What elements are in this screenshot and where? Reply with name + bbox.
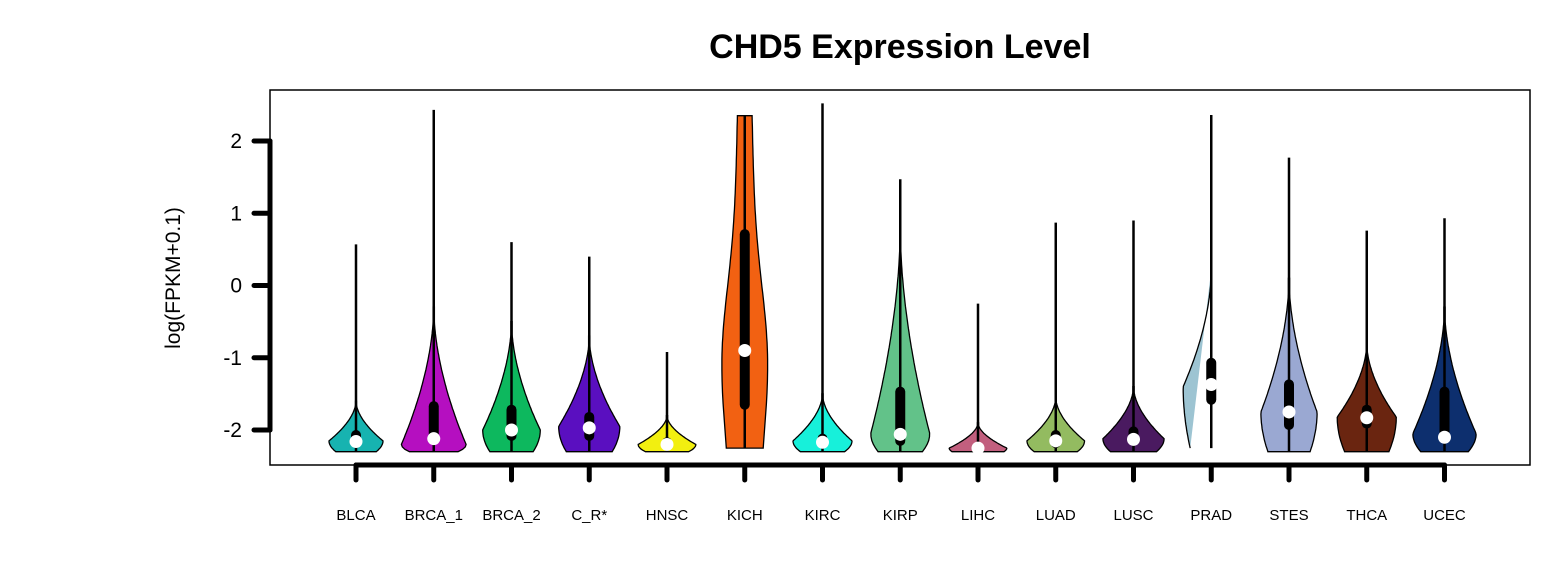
x-tick-label: LUAD (1036, 507, 1076, 524)
violin-brca-1 (400, 109, 467, 453)
x-tick-label: THCA (1346, 507, 1387, 524)
x-tick-label: LUSC (1113, 507, 1153, 524)
x-tick-label: UCEC (1423, 507, 1466, 524)
violin-kirc (792, 103, 853, 453)
violin-median-point (505, 423, 518, 437)
x-tick-label: PRAD (1190, 507, 1232, 524)
violin-hnsc (637, 351, 697, 453)
x-tick-label: BLCA (336, 507, 375, 524)
violin-median-point (816, 435, 829, 449)
violin-iqr-box (739, 229, 750, 410)
violin-kich (721, 115, 769, 449)
violin-lusc (1102, 220, 1165, 453)
x-tick-label: BRCA_1 (405, 507, 463, 524)
x-tick-label: KICH (727, 507, 763, 524)
violin-prad (1182, 114, 1218, 449)
violin-median-point (1049, 434, 1063, 448)
violin-iqr-box (1284, 379, 1294, 430)
violin-median-point (738, 344, 752, 358)
x-tick-label: KIRC (805, 507, 841, 524)
violin-thca (1336, 230, 1397, 453)
violins (328, 103, 1477, 455)
x-tick-label: STES (1269, 507, 1308, 524)
x-tick-label: LIHC (961, 507, 995, 524)
violin-lihc (948, 303, 1008, 455)
violin-median-point (427, 432, 441, 446)
violin-median-point (971, 441, 985, 455)
x-axis: BLCA BRCA_1 BRCA_2 C_R* HNSC KICH KIRC KIRP LIHC… (336, 462, 1466, 524)
y-axis-label: log(FPKM+0.1) (162, 207, 185, 349)
violin-median-point (893, 427, 907, 441)
chart-title: CHD5 Expression Level (709, 28, 1091, 66)
violin-median-point (1360, 411, 1374, 425)
violin-median-point (1438, 430, 1451, 444)
x-tick-label: BRCA_2 (482, 507, 540, 524)
violin-median-point (660, 437, 674, 451)
y-tick-label: -1 (223, 347, 242, 370)
violin-median-point (582, 421, 596, 435)
x-tick-label: KIRP (883, 507, 918, 524)
violin-luad (1026, 222, 1086, 453)
y-tick-label: 2 (230, 130, 242, 153)
violin-blca (328, 244, 384, 453)
y-axis: -2 -1 0 1 2 (223, 130, 273, 442)
y-tick-label: 1 (230, 202, 242, 225)
violin-median-point (1204, 377, 1218, 391)
violin-median-point (349, 435, 363, 449)
x-tick-label: C_R* (571, 507, 607, 524)
violin-brca-2 (482, 242, 541, 453)
violin-iqr-box (1439, 386, 1450, 444)
violin-ucec (1412, 218, 1477, 453)
violin-median-point (1127, 432, 1140, 446)
violin-body (1182, 274, 1212, 449)
x-tick-label: HNSC (646, 507, 689, 524)
y-tick-label: 0 (230, 275, 242, 298)
violin-stes (1260, 157, 1318, 453)
violin-kirp (870, 179, 931, 453)
violin-c-r- (558, 256, 621, 453)
y-tick-label: -2 (223, 419, 242, 442)
violin-median-point (1282, 405, 1296, 419)
